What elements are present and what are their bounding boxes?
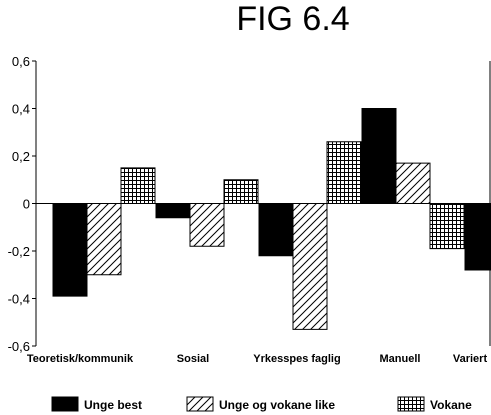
- bar-diagonal-3: [395, 162, 431, 204]
- chart-title: FIG 6.4: [236, 0, 349, 38]
- bar-grid-0: [120, 167, 156, 204]
- legend-label: Unge best: [84, 398, 142, 412]
- legend-swatch-diagonal: [186, 396, 214, 412]
- bar-grid-1: [223, 179, 259, 204]
- y-tick-label: -0,4: [8, 292, 30, 307]
- bar-solid-2: [258, 203, 294, 257]
- legend: Unge best Unge og vokane like Vokane: [51, 396, 472, 412]
- bar-solid-4: [464, 203, 491, 271]
- y-axis: 0,6 0,4 0,2 0 -0,2 -0,4 -0,6: [8, 54, 36, 354]
- bar-solid-3: [361, 108, 397, 204]
- legend-swatch-grid: [397, 396, 425, 412]
- y-tick-label: -0,6: [8, 339, 30, 354]
- bar-grid-2: [326, 141, 362, 204]
- bar-solid-0: [52, 203, 88, 297]
- legend-label: Unge og vokane like: [219, 398, 335, 412]
- y-tick-label: -0,2: [8, 244, 30, 259]
- category-label: Variert: [453, 353, 488, 365]
- y-tick-label: 0,4: [12, 102, 30, 117]
- bar-diagonal-2: [292, 203, 328, 330]
- legend-label: Vokane: [430, 398, 472, 412]
- bar-diagonal-1: [189, 203, 225, 247]
- y-tick-label: 0,6: [12, 54, 30, 69]
- bar-grid-3: [429, 203, 465, 250]
- category-labels: Teoretisk/kommunik Sosial Yrkesspes faglig…: [27, 353, 488, 365]
- bar-diagonal-0: [86, 203, 122, 276]
- bar-solid-1: [155, 203, 191, 219]
- bar-series-group: [52, 108, 491, 330]
- category-label: Teoretisk/kommunik: [27, 353, 134, 365]
- category-label: Yrkesspes faglig: [253, 353, 340, 365]
- y-tick-label: 0,2: [12, 149, 30, 164]
- y-tick-label: 0: [23, 197, 30, 212]
- category-label: Manuell: [380, 353, 421, 365]
- legend-swatch-solid: [51, 396, 79, 412]
- category-label: Sosial: [177, 353, 209, 365]
